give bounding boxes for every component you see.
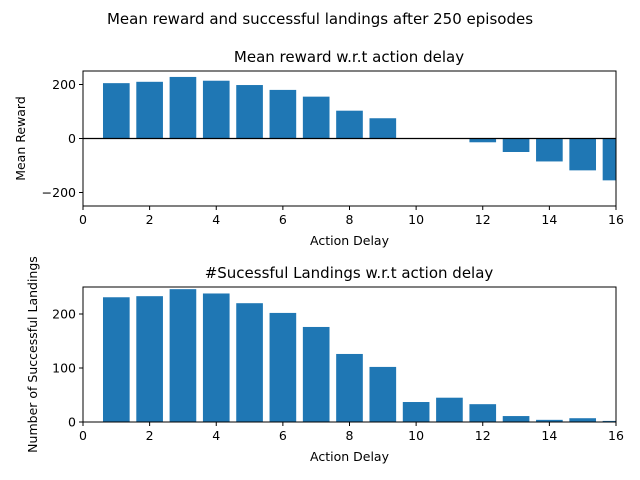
landings-chart-bar-13	[502, 416, 530, 422]
landings-chart-y-label: Number of Successful Landings	[25, 256, 40, 453]
landings-chart-bar-14	[536, 419, 563, 422]
landings-chart-bar-6	[269, 312, 297, 422]
landings-chart-bar-8	[336, 353, 363, 422]
landings-chart-y-tick-label-0: 0	[68, 415, 76, 430]
landings-chart-y-tick-label-100: 100	[52, 361, 76, 376]
landings-chart-y-tick-label-200: 200	[52, 307, 76, 322]
landings-chart-title: #Sucessful Landings w.r.t action delay	[205, 264, 494, 282]
reward-chart-bar-3	[169, 76, 197, 139]
landings-chart-x-tick-label-4: 4	[212, 428, 220, 443]
landings-chart-x-tick-label-6: 6	[279, 428, 287, 443]
landings-chart-x-tick-label-14: 14	[541, 428, 557, 443]
landings-chart-bar-1	[102, 297, 130, 422]
landings-chart-bar-16	[602, 420, 616, 422]
landings-chart-frame	[82, 286, 617, 423]
landings-chart: #Sucessful Landings w.r.t action delay 0…	[25, 256, 624, 464]
reward-chart-y-tick-label--200: −200	[42, 185, 76, 200]
reward-chart-title: Mean reward w.r.t action delay	[234, 48, 464, 66]
landings-chart-bar-5	[236, 303, 263, 422]
reward-chart-frame	[82, 70, 617, 207]
reward-chart-x-tick-label-10: 10	[408, 212, 424, 227]
landings-chart-bar-7	[302, 326, 330, 422]
reward-chart-bar-7	[302, 96, 330, 139]
landings-chart-x-label: Action Delay	[310, 449, 390, 464]
reward-chart-x-tick-label-16: 16	[608, 212, 624, 227]
reward-chart-x-tick-label-0: 0	[79, 212, 87, 227]
landings-chart-x-tick-label-12: 12	[475, 428, 491, 443]
landings-chart-bar-2	[136, 296, 163, 422]
reward-chart-x-tick-label-12: 12	[475, 212, 491, 227]
reward-chart-x-tick-label-6: 6	[279, 212, 287, 227]
reward-chart-bar-5	[236, 85, 263, 139]
reward-chart-x-tick-label-8: 8	[346, 212, 354, 227]
landings-chart-bar-11	[436, 397, 463, 422]
landings-chart-bar-9	[369, 366, 397, 422]
reward-chart-bar-9	[369, 118, 397, 139]
reward-chart-bar-8	[336, 110, 363, 139]
reward-chart-bar-16	[602, 138, 616, 181]
reward-chart-bar-4	[202, 80, 230, 139]
landings-chart-bar-15	[569, 418, 597, 422]
reward-chart-bars	[102, 76, 616, 181]
reward-chart-bar-15	[569, 138, 597, 171]
reward-chart-y-ticks: −200 0 200	[42, 77, 83, 200]
reward-chart-x-label: Action Delay	[310, 233, 390, 248]
reward-chart-y-label: Mean Reward	[13, 96, 28, 181]
reward-chart-bar-13	[502, 138, 530, 152]
reward-chart-x-tick-label-2: 2	[146, 212, 154, 227]
reward-chart-y-tick-label-0: 0	[68, 131, 76, 146]
landings-chart-y-ticks: 0 100 200	[52, 307, 83, 430]
reward-chart-y-tick-label-200: 200	[52, 77, 76, 92]
landings-chart-bars	[102, 289, 616, 422]
landings-chart-x-tick-label-0: 0	[79, 428, 87, 443]
landings-chart-x-tick-label-10: 10	[408, 428, 424, 443]
landings-chart-x-tick-label-2: 2	[146, 428, 154, 443]
reward-chart-bar-6	[269, 89, 297, 139]
reward-chart-bar-1	[102, 83, 130, 139]
landings-chart-bar-3	[169, 289, 197, 422]
reward-chart-x-tick-label-4: 4	[212, 212, 220, 227]
landings-chart-x-ticks: 0 2 4 6 8 10 12 14 16	[79, 422, 624, 443]
landings-chart-x-tick-label-16: 16	[608, 428, 624, 443]
landings-chart-bar-4	[202, 293, 230, 422]
landings-chart-x-tick-label-8: 8	[346, 428, 354, 443]
reward-chart-x-ticks: 0 2 4 6 8 10 12 14 16	[79, 206, 624, 227]
landings-chart-bar-12	[469, 404, 497, 422]
reward-chart-bar-14	[536, 138, 563, 162]
reward-chart-bar-2	[136, 81, 163, 139]
reward-chart: Mean reward w.r.t action delay 0 2 4 6 8 10 12…	[13, 48, 624, 248]
landings-chart-bar-10	[402, 402, 430, 422]
figure-suptitle: Mean reward and successful landings afte…	[107, 10, 533, 28]
reward-chart-x-tick-label-14: 14	[541, 212, 557, 227]
reward-chart-bar-12	[469, 138, 497, 143]
